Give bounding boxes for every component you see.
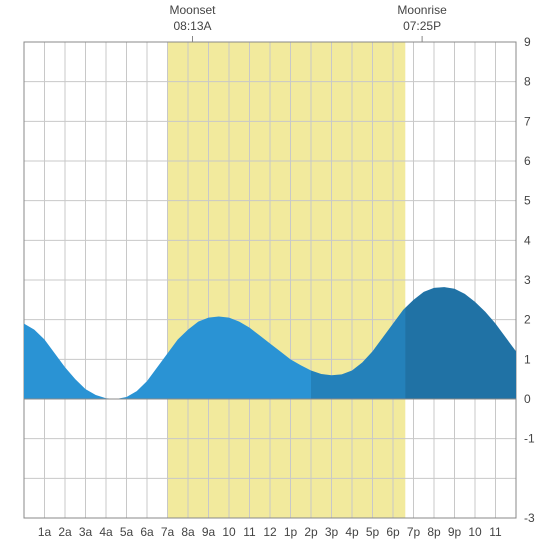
x-tick-label: 6p xyxy=(386,525,400,539)
y-tick-label: 4 xyxy=(524,233,531,247)
x-tick-label: 1p xyxy=(284,525,298,539)
moonrise-time: 07:25P xyxy=(403,19,441,33)
x-tick-label: 10 xyxy=(468,525,482,539)
x-tick-label: 8p xyxy=(427,525,441,539)
x-tick-label: 11 xyxy=(243,525,256,539)
y-tick-label: -1 xyxy=(524,432,535,446)
y-tick-label: 7 xyxy=(524,114,531,128)
y-tick-label: 8 xyxy=(524,75,531,89)
x-axis-labels: 1a 2a 3a 4a 5a 6a 7a 8a 9a 10 11 12 1p 2p 3p 4p 5p 6p 7p 8p… xyxy=(38,525,502,539)
x-tick-label: 7p xyxy=(407,525,421,539)
x-tick-label: 5a xyxy=(120,525,134,539)
x-tick-label: 10 xyxy=(222,525,236,539)
y-tick-label: 2 xyxy=(524,313,531,327)
y-tick-label: 3 xyxy=(524,273,531,287)
x-tick-label: 1a xyxy=(38,525,52,539)
y-tick-label: 9 xyxy=(524,35,531,49)
moonset-title: Moonset xyxy=(169,3,216,17)
y-tick-label: 6 xyxy=(524,154,531,168)
x-tick-label: 4p xyxy=(345,525,359,539)
x-tick-label: 7a xyxy=(161,525,175,539)
moonset-time: 08:13A xyxy=(173,19,211,33)
y-tick-label: 5 xyxy=(524,194,531,208)
moonrise-title: Moonrise xyxy=(397,3,447,17)
y-tick-label: 0 xyxy=(524,392,531,406)
x-tick-label: 6a xyxy=(140,525,154,539)
y-tick-label: -3 xyxy=(524,511,535,525)
x-tick-label: 2a xyxy=(58,525,72,539)
x-tick-label: 11 xyxy=(489,525,502,539)
y-tick-label: 1 xyxy=(524,352,531,366)
x-tick-label: 8a xyxy=(181,525,195,539)
x-tick-label: 9a xyxy=(202,525,216,539)
x-tick-label: 3a xyxy=(79,525,93,539)
tide-chart: 1a2a3a4a5a6a7a8a9a1011121p2p3p4p5p6p7p8p… xyxy=(0,0,550,550)
x-tick-label: 9p xyxy=(448,525,462,539)
x-tick-label: 5p xyxy=(366,525,380,539)
x-tick-label: 2p xyxy=(304,525,318,539)
x-tick-label: 12 xyxy=(263,525,277,539)
x-tick-label: 4a xyxy=(99,525,113,539)
x-tick-label: 3p xyxy=(325,525,339,539)
